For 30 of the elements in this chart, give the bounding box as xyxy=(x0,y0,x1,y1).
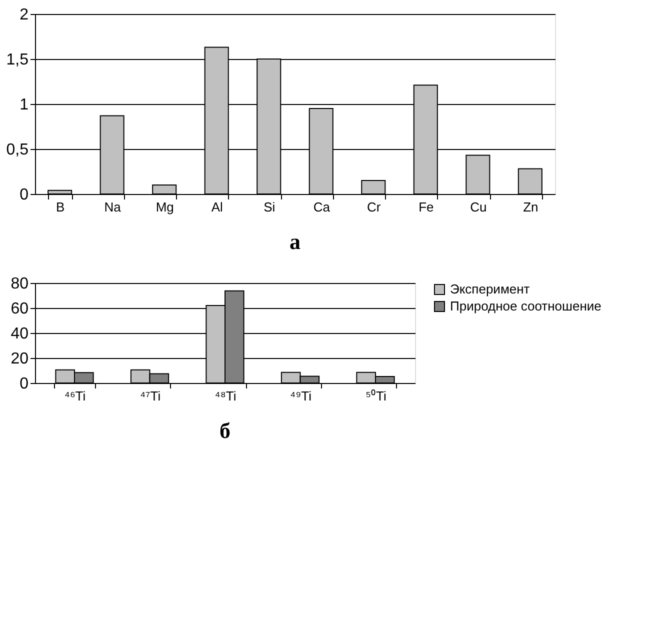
x-tick-label: Ca xyxy=(313,200,331,214)
x-tick-label: Zn xyxy=(523,200,538,214)
x-tick-label: ⁵⁰Ti xyxy=(366,388,386,404)
text: а xyxy=(290,229,300,254)
x-tick-label: Al xyxy=(211,200,223,214)
y-tick-label: 1 xyxy=(20,96,29,114)
x-tick-label: Mg xyxy=(156,200,174,214)
y-tick-label: 1,5 xyxy=(6,52,29,68)
x-tick-label: ⁴⁷Ti xyxy=(140,388,161,404)
y-tick-label: 0 xyxy=(20,186,29,204)
y-tick-label: 2 xyxy=(20,6,29,24)
y-tick-label: 0,5 xyxy=(6,142,29,158)
y-tick-label: 0 xyxy=(20,376,29,392)
x-tick-label: Na xyxy=(104,200,122,214)
legend-label: Природное соотношение xyxy=(450,298,602,314)
x-tick-label: B xyxy=(56,200,65,214)
y-tick-label: 40 xyxy=(10,326,29,342)
x-tick-label: ⁴⁸Ti xyxy=(214,388,236,404)
legend-label: Эксперимент xyxy=(450,282,530,296)
bar xyxy=(466,154,490,194)
x-tick-label: Si xyxy=(264,200,276,214)
x-tick-label: ⁴⁶Ti xyxy=(64,388,86,404)
x-tick-label: Cr xyxy=(367,200,382,214)
x-tick-label: Fe xyxy=(418,200,434,214)
y-tick-label: 80 xyxy=(10,276,29,292)
x-tick-label: ⁴⁹Ti xyxy=(290,388,312,404)
y-tick-label: 20 xyxy=(10,350,29,368)
x-tick-label: Cu xyxy=(470,200,487,214)
y-tick-label: 60 xyxy=(10,300,29,318)
text: б xyxy=(220,418,230,443)
